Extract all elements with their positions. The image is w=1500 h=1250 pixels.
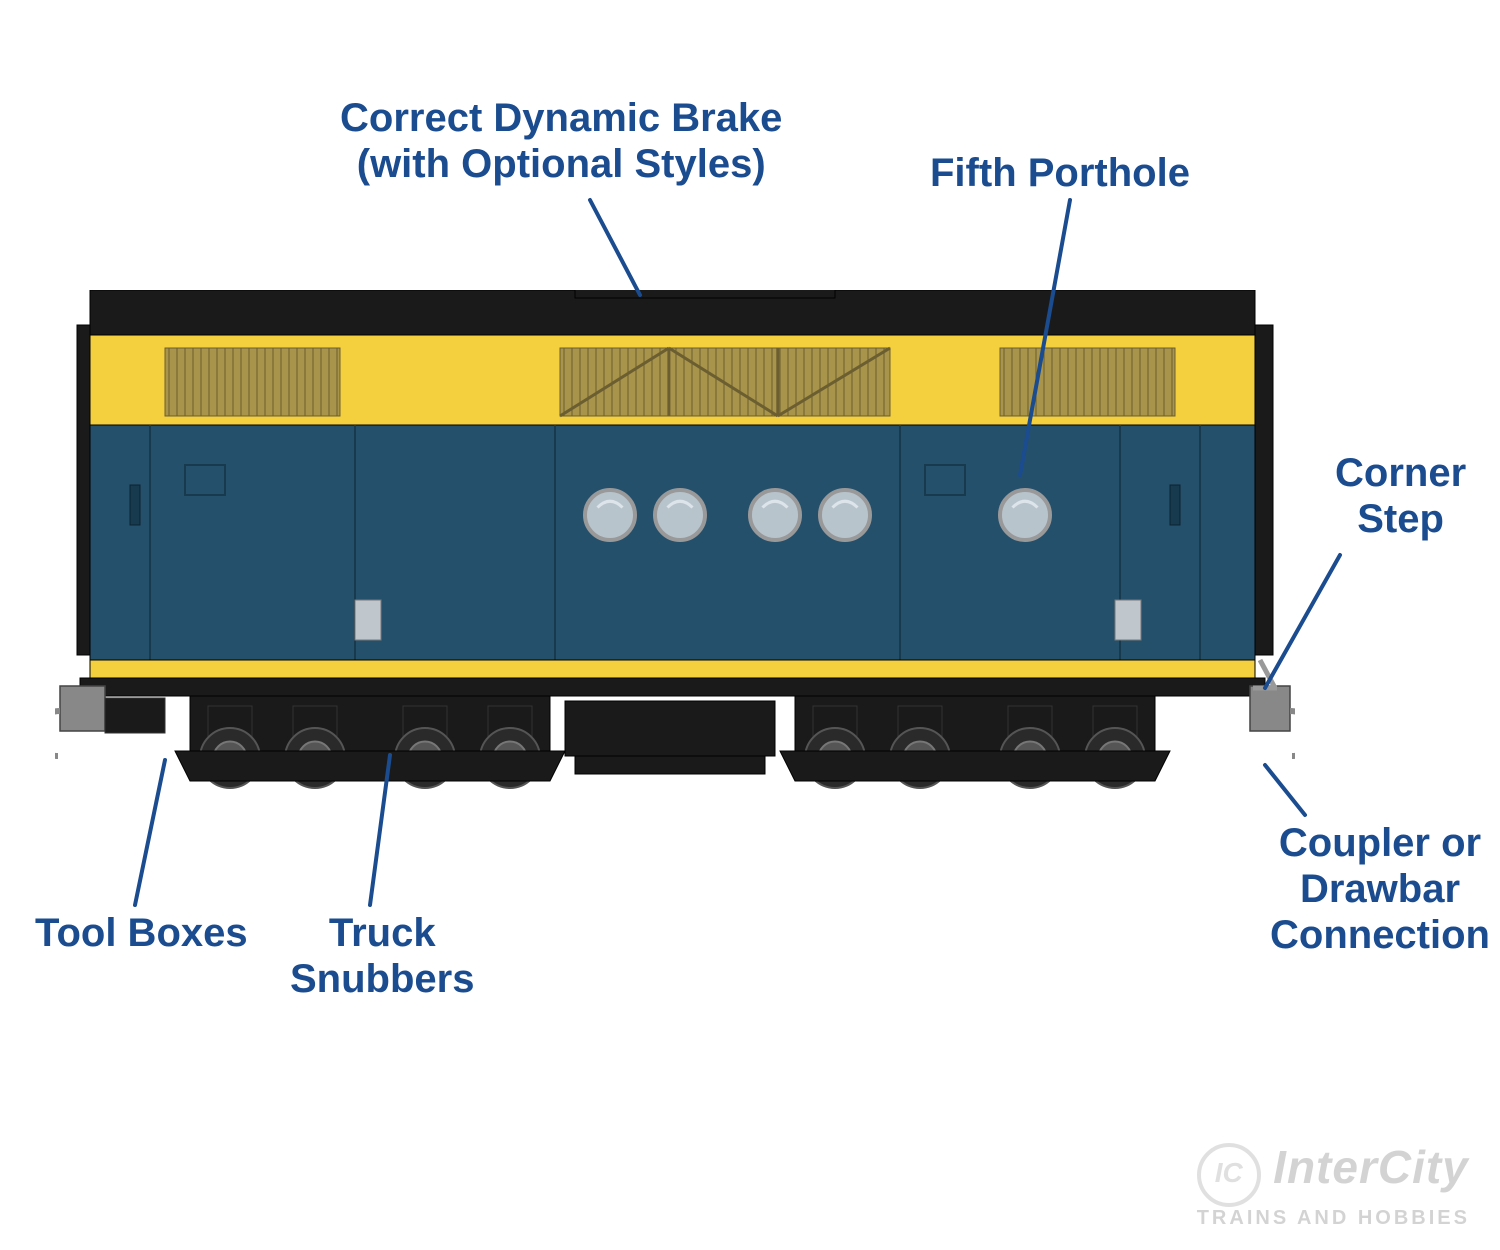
watermark-subtitle: TRAINS AND HOBBIES [1197, 1207, 1470, 1230]
label-fifth-porthole: Fifth Porthole [930, 150, 1190, 196]
label-dynamic-brake: Correct Dynamic Brake (with Optional Sty… [340, 95, 782, 187]
label-tool-boxes: Tool Boxes [35, 910, 248, 956]
label-corner-step: Corner Step [1335, 450, 1466, 542]
watermark-title: InterCity [1273, 1141, 1469, 1193]
label-coupler: Coupler or Drawbar Connection [1270, 820, 1490, 958]
watermark: InterCity TRAINS AND HOBBIES [1197, 1140, 1470, 1230]
locomotive-diagram [55, 290, 1295, 795]
label-truck-snubbers: Truck Snubbers [290, 910, 474, 1002]
watermark-icon [1197, 1143, 1261, 1207]
